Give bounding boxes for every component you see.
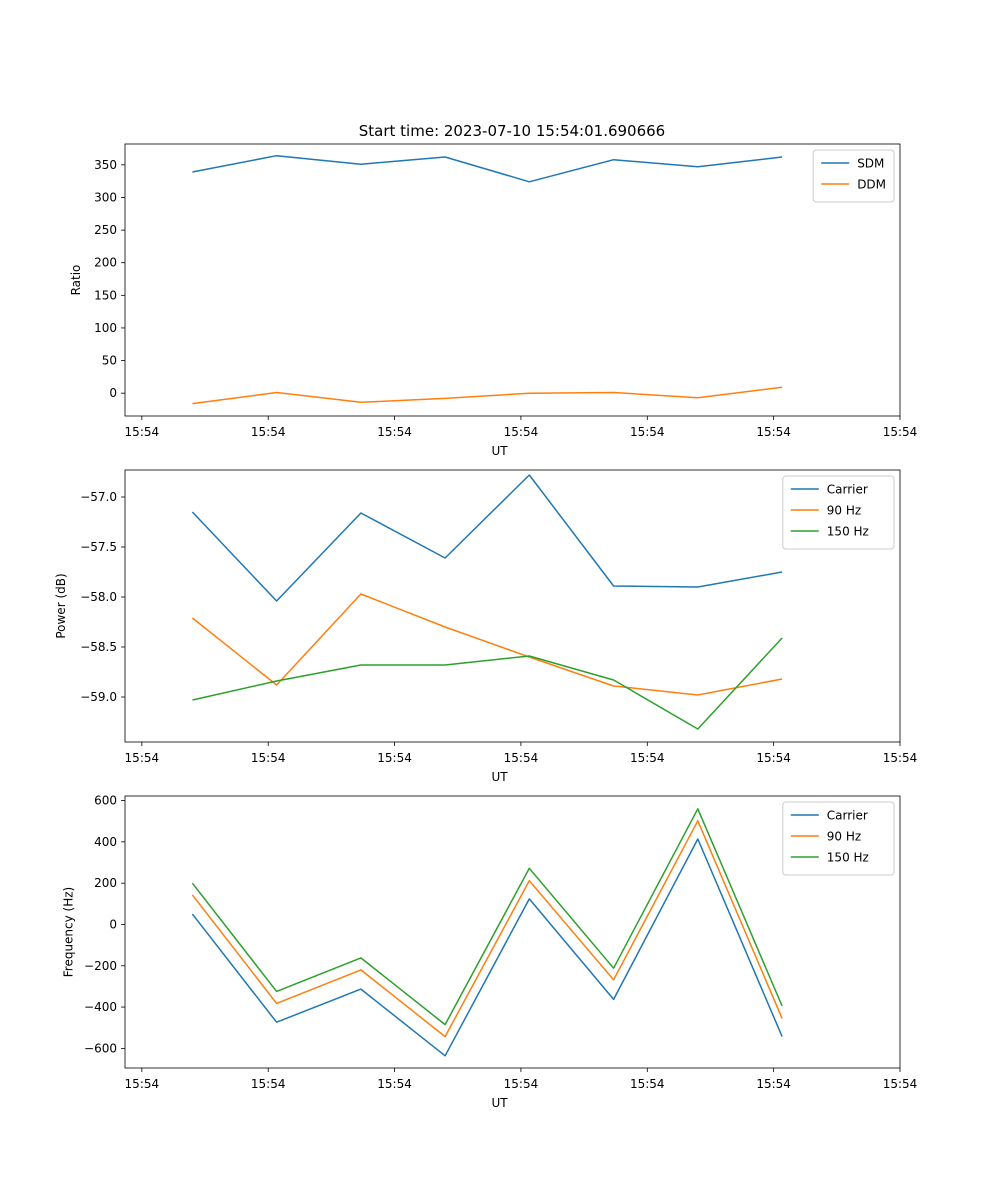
y-tick-label: 0 — [109, 386, 117, 400]
x-tick-label: 15:54 — [883, 751, 918, 765]
figure-title: Start time: 2023-07-10 15:54:01.690666 — [359, 122, 665, 140]
y-tick-label: 250 — [94, 223, 117, 237]
series-line-90-hz — [191, 593, 783, 696]
series-line-carrier — [191, 474, 783, 602]
y-axis-label: Frequency (Hz) — [62, 887, 76, 978]
y-tick-label: −600 — [84, 1041, 117, 1055]
y-tick-label: 150 — [94, 288, 117, 302]
panels: 15:54 15:54 15:54 15:54 15:54 15:54 15:54 0 50 10… — [54, 143, 918, 1110]
x-tick-label: 15:54 — [630, 1077, 665, 1091]
y-tick-label: −200 — [84, 959, 117, 973]
x-tick-label: 15:54 — [504, 1077, 539, 1091]
x-tick-label: 15:54 — [756, 751, 791, 765]
y-axis-label: Ratio — [69, 265, 83, 296]
x-tick-label: 15:54 — [756, 1077, 791, 1091]
x-tick-label: 15:54 — [883, 425, 918, 439]
x-tick-label: 15:54 — [883, 1077, 918, 1091]
y-tick-label: −57.5 — [80, 540, 117, 554]
y-tick-label: 400 — [94, 835, 117, 849]
x-tick-label: 15:54 — [377, 1077, 412, 1091]
axes-frame — [124, 795, 901, 1069]
y-tick-label: 200 — [94, 256, 117, 270]
y-tick-label: 100 — [94, 321, 117, 335]
legend-label-90-hz: 90 Hz — [827, 504, 861, 518]
y-axis-label: Power (dB) — [54, 573, 68, 638]
x-axis-label: UT — [491, 770, 508, 784]
x-tick-label: 15:54 — [630, 751, 665, 765]
x-tick-label: 15:54 — [251, 1077, 286, 1091]
series-line-150-hz — [192, 637, 783, 730]
y-tick-label: 350 — [94, 158, 117, 172]
axes-frame — [124, 143, 901, 417]
legend-label-150-hz: 150 Hz — [827, 851, 869, 865]
axes-frame — [124, 469, 901, 743]
subplot-3: 15:54 15:54 15:54 15:54 15:54 15:54 15:54 −600 −… — [62, 794, 918, 1110]
y-tick-label: 0 — [109, 917, 117, 931]
y-tick-label: −58.5 — [80, 640, 117, 654]
y-tick-label: −59.0 — [80, 690, 117, 704]
x-tick-label: 15:54 — [251, 751, 286, 765]
y-tick-label: −400 — [84, 1000, 117, 1014]
legend: Carrier 90 Hz 150 Hz — [782, 801, 895, 876]
x-tick-label: 15:54 — [125, 751, 160, 765]
subplot-1: 15:54 15:54 15:54 15:54 15:54 15:54 15:54 0 50 10… — [69, 143, 918, 458]
x-tick-label: 15:54 — [756, 425, 791, 439]
legend-label-150-hz: 150 Hz — [827, 525, 869, 539]
legend-label-carrier: Carrier — [827, 809, 868, 823]
y-tick-label: 200 — [94, 876, 117, 890]
legend-label-sdm: SDM — [857, 157, 884, 171]
x-tick-label: 15:54 — [377, 425, 412, 439]
series-line-carrier — [191, 838, 783, 1057]
x-tick-label: 15:54 — [251, 425, 286, 439]
x-tick-label: 15:54 — [125, 425, 160, 439]
y-tick-label: −57.0 — [80, 490, 117, 504]
legend-label-90-hz: 90 Hz — [827, 830, 861, 844]
x-tick-label: 15:54 — [504, 425, 539, 439]
x-tick-label: 15:54 — [504, 751, 539, 765]
x-tick-label: 15:54 — [377, 751, 412, 765]
y-tick-label: 300 — [94, 190, 117, 204]
series-line-150-hz — [191, 808, 783, 1026]
y-tick-label: 50 — [102, 354, 117, 368]
x-tick-label: 15:54 — [125, 1077, 160, 1091]
y-tick-label: 600 — [94, 794, 117, 808]
series-line-sdm — [192, 154, 783, 183]
legend: SDM DDM — [812, 149, 895, 203]
x-axis-label: UT — [491, 1096, 508, 1110]
y-tick-label: −58.0 — [80, 590, 117, 604]
x-tick-label: 15:54 — [630, 425, 665, 439]
series-line-90-hz — [191, 820, 783, 1038]
legend-label-carrier: Carrier — [827, 483, 868, 497]
series-line-ddm — [192, 386, 783, 405]
legend-label-ddm: DDM — [857, 178, 886, 192]
legend: Carrier 90 Hz 150 Hz — [782, 475, 895, 550]
subplot-2: 15:54 15:54 15:54 15:54 15:54 15:54 15:54 −59.0… — [54, 469, 918, 784]
x-axis-label: UT — [491, 444, 508, 458]
